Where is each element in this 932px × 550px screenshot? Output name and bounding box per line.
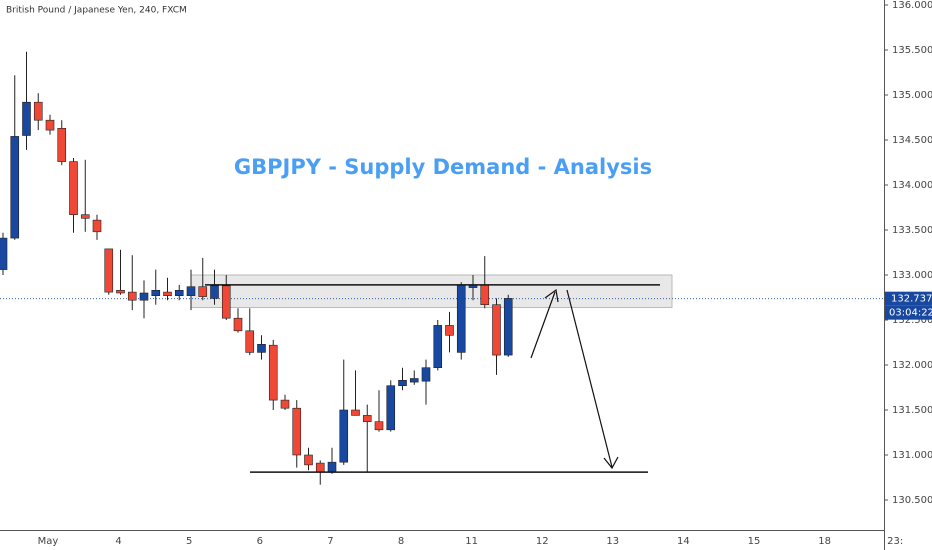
candle-body xyxy=(186,286,196,297)
y-tick-label: 132.000 xyxy=(892,360,932,371)
x-tick-label: 11 xyxy=(465,536,478,547)
candle-body xyxy=(163,291,172,297)
last-price-box xyxy=(885,291,932,306)
candle-body xyxy=(351,409,360,416)
candle-body xyxy=(292,407,302,456)
arrow-down-head xyxy=(603,456,619,470)
x-tick-label: 23: xyxy=(887,536,903,547)
last-price-label: 132.737 xyxy=(891,294,932,305)
arrow-up-line xyxy=(530,291,556,359)
candle-body xyxy=(374,421,384,431)
candle-body xyxy=(116,289,125,294)
candle-body xyxy=(151,289,161,296)
supply-zone xyxy=(190,274,673,308)
candle-body xyxy=(492,304,501,356)
candle-body xyxy=(0,237,8,270)
y-tick-label: 133.500 xyxy=(892,225,932,236)
candle-body xyxy=(210,285,219,299)
x-tick-label: 7 xyxy=(327,536,333,547)
y-tick-label: 135.000 xyxy=(892,90,932,101)
y-tick-label: 131.000 xyxy=(892,450,932,461)
candle-body xyxy=(33,101,43,121)
y-tick-label: 135.500 xyxy=(892,45,932,56)
countdown-box xyxy=(885,305,932,320)
x-tick-label: 12 xyxy=(536,536,549,547)
x-tick-label: 4 xyxy=(115,536,121,547)
candle-body xyxy=(10,136,20,239)
y-tick-label: 136.000 xyxy=(892,0,932,11)
candle-body xyxy=(198,286,208,297)
candle-body xyxy=(503,298,513,356)
x-tick-label: 5 xyxy=(186,536,192,547)
candle-body xyxy=(45,119,55,131)
x-tick-label: 18 xyxy=(818,536,831,547)
y-tick-label: 134.000 xyxy=(892,180,932,191)
x-tick-label: 6 xyxy=(257,536,263,547)
candle-body xyxy=(104,248,114,293)
candle-body xyxy=(327,461,337,473)
candle-body xyxy=(386,385,396,431)
candle-body xyxy=(304,454,313,466)
candle-body xyxy=(22,101,31,136)
x-tick-label: May xyxy=(38,536,59,547)
candle-body xyxy=(398,379,407,386)
candle-body xyxy=(421,367,431,382)
candle-body xyxy=(233,317,243,332)
candle-body xyxy=(315,462,325,473)
candle-body xyxy=(339,409,349,463)
annotation-title: GBPJPY - Supply Demand - Analysis xyxy=(234,155,652,179)
y-tick-label: 134.500 xyxy=(892,135,932,146)
drawn-arrows xyxy=(530,288,619,470)
candle-body xyxy=(280,399,290,409)
candle-body xyxy=(362,415,372,422)
x-tick-label: 8 xyxy=(398,536,404,547)
candle-body xyxy=(257,343,266,353)
candle-body xyxy=(174,289,184,296)
candle-body xyxy=(139,292,149,301)
candle-body xyxy=(245,330,255,353)
arrow-down-line xyxy=(566,289,613,468)
price-labels: 132.737 03:04:22 xyxy=(885,291,932,320)
y-tick-label: 131.500 xyxy=(892,405,932,416)
candle-body xyxy=(409,378,419,383)
arrow-up-head xyxy=(544,288,559,303)
candle-body xyxy=(80,214,90,219)
candle-body xyxy=(456,284,466,353)
y-tick-label: 133.000 xyxy=(892,270,932,281)
candle-body xyxy=(445,325,454,336)
x-tick-label: 14 xyxy=(677,536,690,547)
candle-body xyxy=(268,344,278,401)
candle-body xyxy=(57,128,67,162)
candle-body xyxy=(221,285,231,319)
candle-body xyxy=(69,161,78,216)
y-tick-label: 132.500 xyxy=(892,315,932,326)
candle-body xyxy=(127,291,137,301)
candle-body xyxy=(433,325,443,368)
candle-body xyxy=(480,284,490,305)
x-tick-label: 13 xyxy=(606,536,619,547)
symbol-title: British Pound / Japanese Yen, 240, FXCM xyxy=(6,6,187,16)
candle-body xyxy=(92,219,102,233)
countdown-label: 03:04:22 xyxy=(889,308,932,319)
y-tick-label: 130.500 xyxy=(892,495,932,506)
x-tick-label: 15 xyxy=(748,536,761,547)
